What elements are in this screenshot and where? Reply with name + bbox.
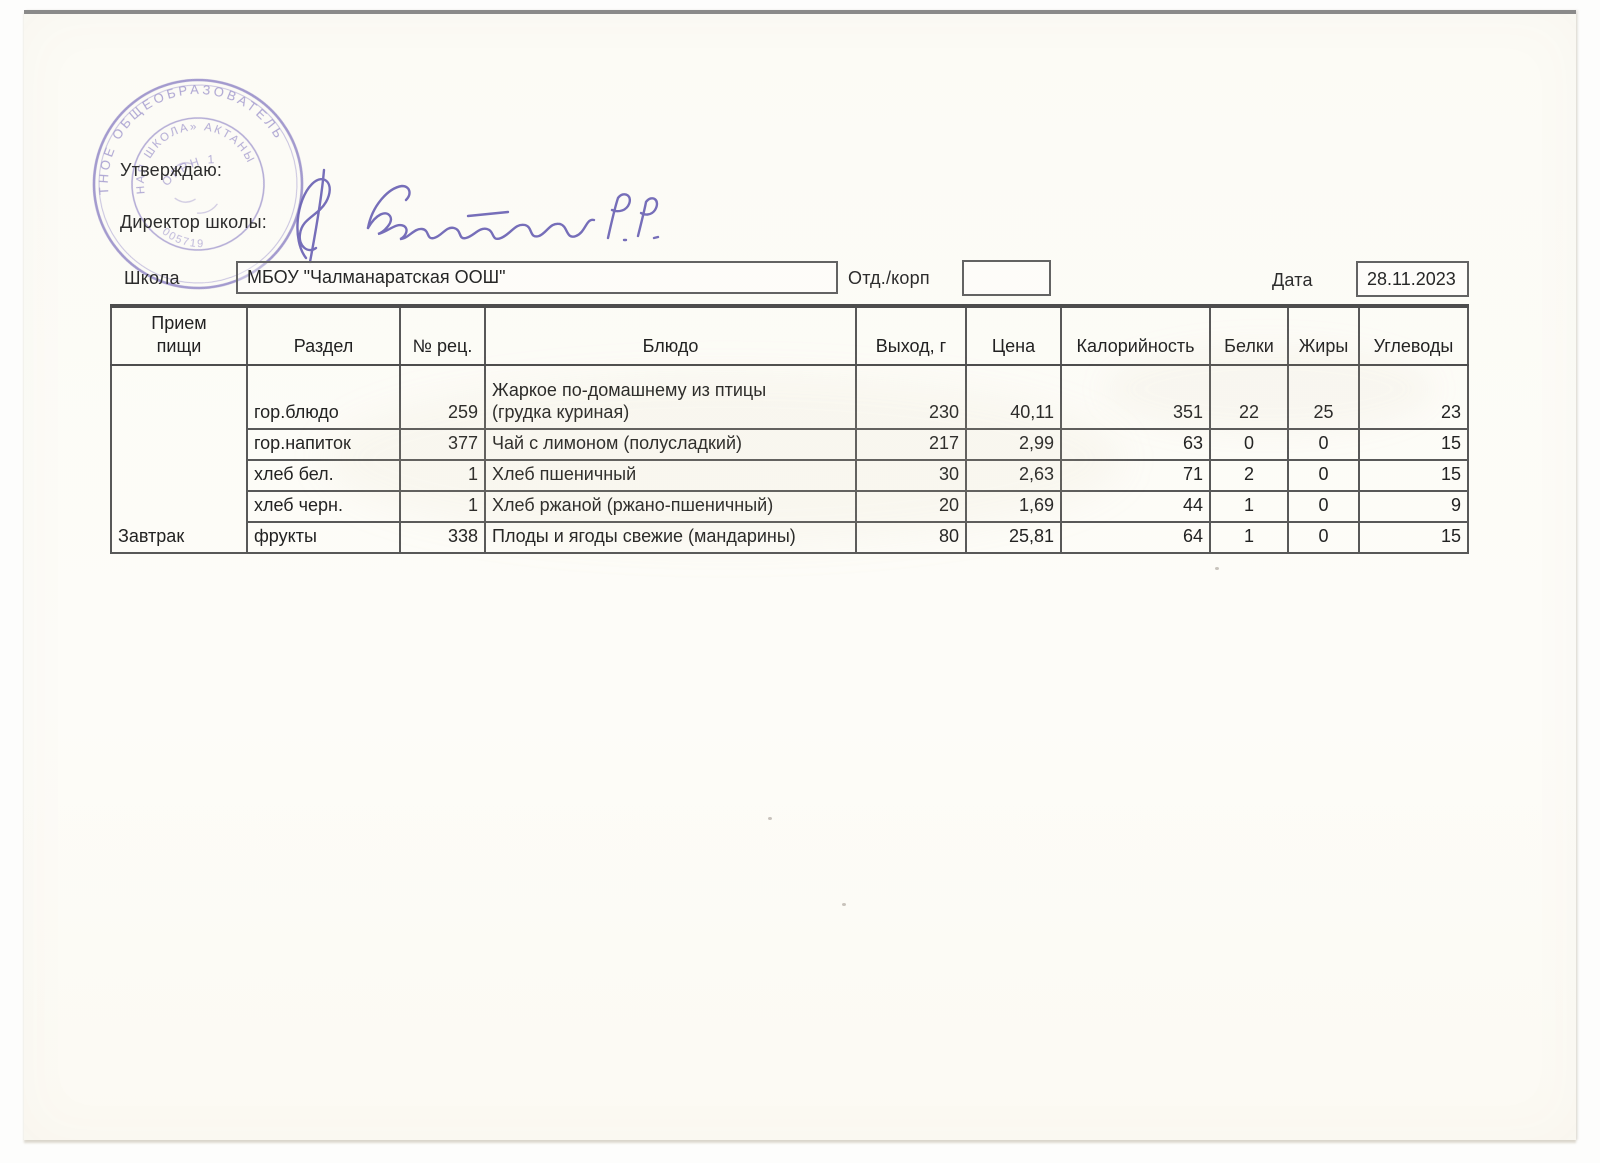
price-cell: 1,69 [965, 490, 1062, 523]
carbs-cell: 23 [1358, 364, 1469, 430]
school-field-box: МБОУ "Чалманаратская ООШ" [236, 261, 838, 294]
col-header-section: Раздел [246, 304, 401, 366]
col-header-output: Выход, г [855, 304, 967, 366]
school-field-label: Школа [124, 268, 180, 288]
menu-table: Прием пищи Раздел № рец. Блюдо Выход, г … [110, 304, 1469, 554]
col-header-carbs: Углеводы [1358, 304, 1469, 366]
director-signature [296, 168, 660, 264]
table-row: хлеб черн. 1 Хлеб ржаной (ржано-пшеничны… [111, 490, 1469, 523]
svg-text:НАЯ ШКОЛА» АКТАНЫ: НАЯ ШКОЛА» АКТАНЫ [122, 108, 259, 197]
recipe-cell: 1 [399, 490, 486, 523]
fat-cell: 0 [1287, 490, 1360, 523]
dish-cell: Хлеб ржаной (ржано-пшеничный) [484, 490, 857, 523]
calories-cell: 71 [1060, 459, 1211, 492]
output-cell: 30 [855, 459, 967, 492]
date-field-value: 28.11.2023 [1367, 268, 1456, 289]
price-cell: 2,99 [965, 428, 1062, 461]
document-page: ТНОЕ ОБЩЕОБРАЗОВАТЕЛЬ НАЯ ШКОЛА» АКТАНЫ … [24, 10, 1576, 1140]
protein-cell: 1 [1209, 490, 1289, 523]
dish-cell: Жаркое по-домашнему из птицы (грудка кур… [484, 364, 857, 430]
dept-field-label: Отд./корп [848, 268, 930, 288]
col-header-fat: Жиры [1287, 304, 1360, 366]
price-cell: 2,63 [965, 459, 1062, 492]
section-cell: хлеб бел. [246, 459, 401, 492]
calories-cell: 64 [1060, 521, 1211, 554]
col-header-recipe: № рец. [399, 304, 486, 366]
dept-field-box [962, 260, 1051, 296]
recipe-cell: 338 [399, 521, 486, 554]
col-header-price: Цена [965, 304, 1062, 366]
section-cell: гор.напиток [246, 428, 401, 461]
school-field-value: МБОУ "Чалманаратская ООШ" [247, 267, 506, 287]
table-header-row: Прием пищи Раздел № рец. Блюдо Выход, г … [110, 304, 1469, 366]
dish-cell: Хлеб пшеничный [484, 459, 857, 492]
director-label: Директор школы: [120, 212, 267, 232]
calories-cell: 351 [1060, 364, 1211, 430]
carbs-cell: 9 [1358, 490, 1469, 523]
protein-cell: 2 [1209, 459, 1289, 492]
stamp-inner-arc-text: НАЯ ШКОЛА» АКТАНЫ [122, 108, 259, 197]
dish-cell: Плоды и ягоды свежие (мандарины) [484, 521, 857, 554]
carbs-cell: 15 [1358, 521, 1469, 554]
carbs-cell: 15 [1358, 459, 1469, 492]
date-field-label: Дата [1272, 270, 1313, 290]
section-cell: гор.блюдо [246, 364, 401, 430]
scan-speck [842, 903, 846, 906]
recipe-cell: 377 [399, 428, 486, 461]
output-cell: 217 [855, 428, 967, 461]
fat-cell: 25 [1287, 364, 1360, 430]
table-row: гор.напиток 377 Чай с лимоном (полусладк… [111, 428, 1469, 461]
protein-cell: 1 [1209, 521, 1289, 554]
scan-speck [1215, 567, 1219, 570]
calories-cell: 63 [1060, 428, 1211, 461]
fat-cell: 0 [1287, 428, 1360, 461]
price-cell: 25,81 [965, 521, 1062, 554]
protein-cell: 22 [1209, 364, 1289, 430]
protein-cell: 0 [1209, 428, 1289, 461]
scan-speck [768, 817, 772, 820]
date-field-box: 28.11.2023 [1356, 261, 1469, 297]
col-header-meal: Прием пищи [110, 304, 248, 366]
table-row: хлеб бел. 1 Хлеб пшеничный 30 2,63 71 2 … [111, 459, 1469, 492]
col-header-calories: Калорийность [1060, 304, 1211, 366]
table-row: фрукты 338 Плоды и ягоды свежие (мандари… [111, 521, 1469, 554]
table-row: Завтрак гор.блюдо 259 Жаркое по-домашнем… [110, 364, 1469, 554]
output-cell: 80 [855, 521, 967, 554]
carbs-cell: 15 [1358, 428, 1469, 461]
calories-cell: 44 [1060, 490, 1211, 523]
price-cell: 40,11 [965, 364, 1062, 430]
dish-cell: Чай с лимоном (полусладкий) [484, 428, 857, 461]
recipe-cell: 259 [399, 364, 486, 430]
fat-cell: 0 [1287, 459, 1360, 492]
meal-group-cell: Завтрак [110, 364, 248, 554]
recipe-cell: 1 [399, 459, 486, 492]
section-cell: фрукты [246, 521, 401, 554]
output-cell: 230 [855, 364, 967, 430]
output-cell: 20 [855, 490, 967, 523]
approve-label: Утверждаю: [120, 160, 223, 180]
col-header-dish: Блюдо [484, 304, 857, 366]
col-header-protein: Белки [1209, 304, 1289, 366]
fat-cell: 0 [1287, 521, 1360, 554]
section-cell: хлеб черн. [246, 490, 401, 523]
